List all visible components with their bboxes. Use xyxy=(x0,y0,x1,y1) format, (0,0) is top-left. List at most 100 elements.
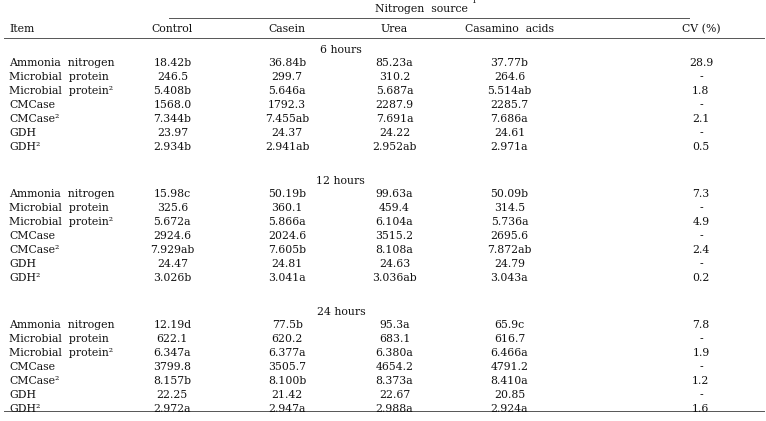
Text: 299.7: 299.7 xyxy=(272,72,303,82)
Text: 95.3a: 95.3a xyxy=(379,320,410,330)
Text: 360.1: 360.1 xyxy=(272,203,303,213)
Text: 3515.2: 3515.2 xyxy=(375,231,414,241)
Text: CMCase: CMCase xyxy=(9,100,55,110)
Text: 2.924a: 2.924a xyxy=(491,404,528,414)
Text: Microbial  protein: Microbial protein xyxy=(9,72,109,82)
Text: GDH: GDH xyxy=(9,259,36,269)
Text: Item: Item xyxy=(9,24,34,34)
Text: 620.2: 620.2 xyxy=(272,334,303,344)
Text: -: - xyxy=(699,231,702,241)
Text: -: - xyxy=(699,334,702,344)
Text: CMCase: CMCase xyxy=(9,362,55,372)
Text: 8.100b: 8.100b xyxy=(268,376,306,386)
Text: Ammonia  nitrogen: Ammonia nitrogen xyxy=(9,320,115,330)
Text: 24.61: 24.61 xyxy=(494,128,525,138)
Text: 99.63a: 99.63a xyxy=(376,189,413,199)
Text: GDH²: GDH² xyxy=(9,142,41,152)
Text: 3.041a: 3.041a xyxy=(268,273,306,283)
Text: CV (%): CV (%) xyxy=(682,24,720,34)
Text: -: - xyxy=(699,100,702,110)
Text: 3799.8: 3799.8 xyxy=(153,362,192,372)
Text: 5.736a: 5.736a xyxy=(491,217,528,227)
Text: 65.9c: 65.9c xyxy=(494,320,525,330)
Text: Nitrogen  source: Nitrogen source xyxy=(375,4,468,14)
Text: -: - xyxy=(699,362,702,372)
Text: 2.1: 2.1 xyxy=(692,114,709,124)
Text: 616.7: 616.7 xyxy=(494,334,525,344)
Text: -: - xyxy=(699,72,702,82)
Text: 24.22: 24.22 xyxy=(379,128,410,138)
Text: GDH: GDH xyxy=(9,390,36,400)
Text: Casein: Casein xyxy=(269,24,306,34)
Text: CMCase²: CMCase² xyxy=(9,245,60,255)
Text: CMCase²: CMCase² xyxy=(9,114,60,124)
Text: 4654.2: 4654.2 xyxy=(375,362,414,372)
Text: 77.5b: 77.5b xyxy=(272,320,303,330)
Text: 5.866a: 5.866a xyxy=(268,217,306,227)
Text: Control: Control xyxy=(152,24,193,34)
Text: 8.410a: 8.410a xyxy=(490,376,529,386)
Text: 2.988a: 2.988a xyxy=(375,404,414,414)
Text: 3.026b: 3.026b xyxy=(153,273,192,283)
Text: 24 hours: 24 hours xyxy=(316,307,365,317)
Text: 2.4: 2.4 xyxy=(692,245,709,255)
Text: 2695.6: 2695.6 xyxy=(490,231,529,241)
Text: Microbial  protein²: Microbial protein² xyxy=(9,348,113,358)
Text: -: - xyxy=(699,128,702,138)
Text: 5.514ab: 5.514ab xyxy=(487,86,532,96)
Text: 7.455ab: 7.455ab xyxy=(265,114,309,124)
Text: 7.691a: 7.691a xyxy=(376,114,413,124)
Text: 7.929ab: 7.929ab xyxy=(150,245,195,255)
Text: 6.104a: 6.104a xyxy=(375,217,414,227)
Text: 20.85: 20.85 xyxy=(494,390,525,400)
Text: 36.84b: 36.84b xyxy=(268,58,306,68)
Text: 8.373a: 8.373a xyxy=(375,376,414,386)
Text: 7.3: 7.3 xyxy=(692,189,709,199)
Text: 4.9: 4.9 xyxy=(692,217,709,227)
Text: 0.5: 0.5 xyxy=(692,142,709,152)
Text: 2.952ab: 2.952ab xyxy=(372,142,417,152)
Text: 1792.3: 1792.3 xyxy=(268,100,306,110)
Text: 1.8: 1.8 xyxy=(692,86,709,96)
Text: 5.687a: 5.687a xyxy=(376,86,413,96)
Text: 22.67: 22.67 xyxy=(379,390,410,400)
Text: 2.947a: 2.947a xyxy=(269,404,306,414)
Text: 0.2: 0.2 xyxy=(692,273,709,283)
Text: 24.47: 24.47 xyxy=(157,259,188,269)
Text: GDH²: GDH² xyxy=(9,404,41,414)
Text: CMCase²: CMCase² xyxy=(9,376,60,386)
Text: 12 hours: 12 hours xyxy=(316,176,365,186)
Text: -: - xyxy=(699,203,702,213)
Text: 264.6: 264.6 xyxy=(494,72,525,82)
Text: 246.5: 246.5 xyxy=(157,72,188,82)
Text: 7.344b: 7.344b xyxy=(153,114,192,124)
Text: 24.63: 24.63 xyxy=(379,259,410,269)
Text: 4791.2: 4791.2 xyxy=(490,362,529,372)
Text: 2924.6: 2924.6 xyxy=(153,231,192,241)
Text: 85.23a: 85.23a xyxy=(375,58,414,68)
Text: 7.686a: 7.686a xyxy=(490,114,529,124)
Text: -: - xyxy=(699,259,702,269)
Text: 2024.6: 2024.6 xyxy=(268,231,306,241)
Text: 1.2: 1.2 xyxy=(692,376,709,386)
Text: 2.972a: 2.972a xyxy=(154,404,191,414)
Text: 8.157b: 8.157b xyxy=(153,376,192,386)
Text: 8.108a: 8.108a xyxy=(375,245,414,255)
Text: Urea: Urea xyxy=(381,24,408,34)
Text: 24.81: 24.81 xyxy=(272,259,303,269)
Text: 18.42b: 18.42b xyxy=(153,58,192,68)
Text: 2285.7: 2285.7 xyxy=(490,100,529,110)
Text: 314.5: 314.5 xyxy=(494,203,525,213)
Text: 7.605b: 7.605b xyxy=(268,245,306,255)
Text: 5.672a: 5.672a xyxy=(154,217,191,227)
Text: 6.347a: 6.347a xyxy=(154,348,191,358)
Text: 22.25: 22.25 xyxy=(157,390,188,400)
Text: Casamino  acids: Casamino acids xyxy=(465,24,554,34)
Text: 12.19d: 12.19d xyxy=(153,320,192,330)
Text: 683.1: 683.1 xyxy=(379,334,410,344)
Text: 24.79: 24.79 xyxy=(494,259,525,269)
Text: Microbial  protein: Microbial protein xyxy=(9,203,109,213)
Text: 6 hours: 6 hours xyxy=(320,45,362,55)
Text: 24.37: 24.37 xyxy=(272,128,303,138)
Text: -: - xyxy=(699,390,702,400)
